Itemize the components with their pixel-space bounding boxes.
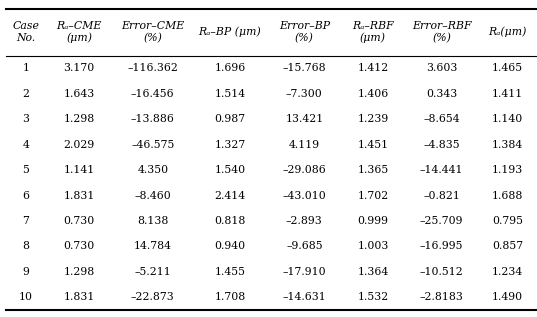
Text: 8: 8 bbox=[23, 242, 30, 251]
Text: 1.193: 1.193 bbox=[492, 165, 523, 175]
Text: Error–CME
(%): Error–CME (%) bbox=[121, 21, 184, 43]
Text: –16.456: –16.456 bbox=[131, 89, 175, 99]
Text: 1: 1 bbox=[23, 63, 30, 73]
Text: 1.490: 1.490 bbox=[492, 292, 523, 302]
Text: 1.643: 1.643 bbox=[63, 89, 95, 99]
Text: 1.696: 1.696 bbox=[214, 63, 245, 73]
Text: –0.821: –0.821 bbox=[423, 191, 460, 201]
Text: 1.298: 1.298 bbox=[63, 114, 95, 124]
Text: 1.708: 1.708 bbox=[214, 292, 245, 302]
Text: 1.702: 1.702 bbox=[357, 191, 389, 201]
Text: –116.362: –116.362 bbox=[127, 63, 178, 73]
Text: –2.893: –2.893 bbox=[286, 216, 323, 226]
Text: 1.327: 1.327 bbox=[214, 139, 245, 150]
Text: 0.730: 0.730 bbox=[63, 242, 95, 251]
Text: 1.365: 1.365 bbox=[357, 165, 389, 175]
Text: 2.414: 2.414 bbox=[214, 191, 245, 201]
Text: 4.119: 4.119 bbox=[289, 139, 320, 150]
Text: 1.298: 1.298 bbox=[63, 267, 95, 277]
Text: 2: 2 bbox=[23, 89, 30, 99]
Text: 1.406: 1.406 bbox=[357, 89, 389, 99]
Text: 1.455: 1.455 bbox=[214, 267, 245, 277]
Text: Rₐ–BP (μm): Rₐ–BP (μm) bbox=[199, 27, 262, 37]
Text: 0.857: 0.857 bbox=[492, 242, 523, 251]
Text: 1.688: 1.688 bbox=[492, 191, 523, 201]
Text: 0.999: 0.999 bbox=[358, 216, 388, 226]
Text: –15.768: –15.768 bbox=[282, 63, 326, 73]
Text: 1.384: 1.384 bbox=[492, 139, 523, 150]
Text: Error–RBF
(%): Error–RBF (%) bbox=[412, 21, 471, 43]
Text: 1.003: 1.003 bbox=[357, 242, 389, 251]
Text: –8.460: –8.460 bbox=[134, 191, 171, 201]
Text: 1.364: 1.364 bbox=[357, 267, 389, 277]
Text: –9.685: –9.685 bbox=[286, 242, 323, 251]
Text: 1.141: 1.141 bbox=[63, 165, 95, 175]
Text: 3.603: 3.603 bbox=[426, 63, 458, 73]
Text: –25.709: –25.709 bbox=[420, 216, 463, 226]
Text: –5.211: –5.211 bbox=[134, 267, 171, 277]
Text: –16.995: –16.995 bbox=[420, 242, 463, 251]
Text: 0.818: 0.818 bbox=[214, 216, 246, 226]
Text: 6: 6 bbox=[23, 191, 30, 201]
Text: 0.987: 0.987 bbox=[214, 114, 245, 124]
Text: –4.835: –4.835 bbox=[423, 139, 460, 150]
Text: –29.086: –29.086 bbox=[282, 165, 326, 175]
Text: 14.784: 14.784 bbox=[134, 242, 172, 251]
Text: –10.512: –10.512 bbox=[420, 267, 463, 277]
Text: 2.029: 2.029 bbox=[63, 139, 95, 150]
Text: 0.940: 0.940 bbox=[214, 242, 245, 251]
Text: 1.411: 1.411 bbox=[492, 89, 523, 99]
Text: 1.234: 1.234 bbox=[492, 267, 523, 277]
Text: –13.886: –13.886 bbox=[131, 114, 175, 124]
Text: 1.412: 1.412 bbox=[357, 63, 389, 73]
Text: 1.831: 1.831 bbox=[63, 292, 95, 302]
Text: 1.514: 1.514 bbox=[214, 89, 245, 99]
Text: –17.910: –17.910 bbox=[282, 267, 326, 277]
Text: 1.540: 1.540 bbox=[214, 165, 245, 175]
Text: –14.441: –14.441 bbox=[420, 165, 463, 175]
Text: –43.010: –43.010 bbox=[282, 191, 326, 201]
Text: Rₐ(μm): Rₐ(μm) bbox=[488, 27, 526, 37]
Text: 9: 9 bbox=[23, 267, 30, 277]
Text: 3: 3 bbox=[23, 114, 30, 124]
Text: –14.631: –14.631 bbox=[282, 292, 326, 302]
Text: –22.873: –22.873 bbox=[131, 292, 175, 302]
Text: 5: 5 bbox=[23, 165, 30, 175]
Text: 1.140: 1.140 bbox=[492, 114, 523, 124]
Text: 3.170: 3.170 bbox=[63, 63, 95, 73]
Text: 0.343: 0.343 bbox=[426, 89, 457, 99]
Text: 7: 7 bbox=[23, 216, 30, 226]
Text: 4.350: 4.350 bbox=[137, 165, 169, 175]
Text: 0.795: 0.795 bbox=[492, 216, 523, 226]
Text: –46.575: –46.575 bbox=[131, 139, 175, 150]
Text: 4: 4 bbox=[23, 139, 30, 150]
Text: 1.451: 1.451 bbox=[358, 139, 389, 150]
Text: 13.421: 13.421 bbox=[285, 114, 323, 124]
Text: –2.8183: –2.8183 bbox=[419, 292, 463, 302]
Text: 10: 10 bbox=[19, 292, 33, 302]
Text: 8.138: 8.138 bbox=[137, 216, 169, 226]
Text: Case
No.: Case No. bbox=[12, 22, 39, 43]
Text: 1.465: 1.465 bbox=[492, 63, 523, 73]
Text: Rₐ–RBF
(μm): Rₐ–RBF (μm) bbox=[352, 21, 394, 43]
Text: –8.654: –8.654 bbox=[423, 114, 460, 124]
Text: 0.730: 0.730 bbox=[63, 216, 95, 226]
Text: Error–BP
(%): Error–BP (%) bbox=[279, 21, 330, 43]
Text: 1.239: 1.239 bbox=[357, 114, 389, 124]
Text: 1.532: 1.532 bbox=[357, 292, 389, 302]
Text: 1.831: 1.831 bbox=[63, 191, 95, 201]
Text: –7.300: –7.300 bbox=[286, 89, 323, 99]
Text: Rₐ–CME
(μm): Rₐ–CME (μm) bbox=[56, 21, 101, 43]
